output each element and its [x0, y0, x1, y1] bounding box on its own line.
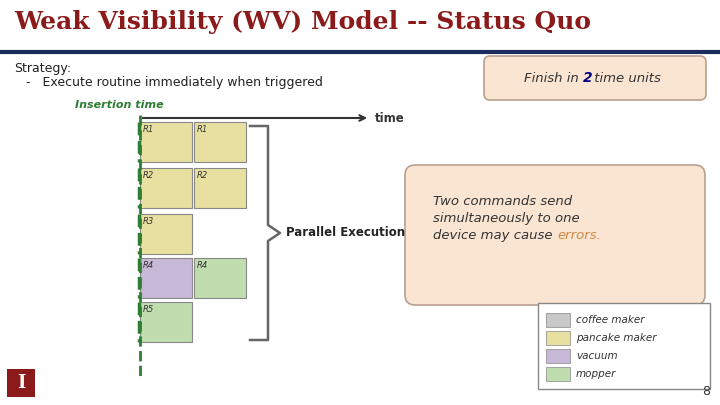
Text: -   Execute routine immediately when triggered: - Execute routine immediately when trigg…: [26, 76, 323, 89]
Text: R4: R4: [197, 261, 208, 270]
Text: R1: R1: [197, 125, 208, 134]
Text: pancake maker: pancake maker: [576, 333, 657, 343]
Text: Insertion time: Insertion time: [75, 100, 163, 110]
Text: time: time: [375, 111, 405, 124]
FancyBboxPatch shape: [140, 258, 192, 298]
FancyBboxPatch shape: [546, 331, 570, 345]
FancyBboxPatch shape: [484, 56, 706, 100]
FancyBboxPatch shape: [140, 168, 192, 208]
Text: 8: 8: [702, 385, 710, 398]
Text: R5: R5: [143, 305, 154, 314]
FancyBboxPatch shape: [546, 367, 570, 381]
Text: R1: R1: [143, 125, 154, 134]
FancyBboxPatch shape: [405, 165, 705, 305]
Text: errors.: errors.: [557, 229, 601, 242]
Text: Two commands send: Two commands send: [433, 195, 572, 208]
Text: Strategy:: Strategy:: [14, 62, 71, 75]
FancyBboxPatch shape: [546, 349, 570, 363]
FancyBboxPatch shape: [546, 313, 570, 327]
Text: mopper: mopper: [576, 369, 616, 379]
FancyBboxPatch shape: [140, 302, 192, 342]
Text: Parallel Execution: Parallel Execution: [286, 226, 405, 239]
Text: R2: R2: [197, 171, 208, 180]
Text: 2: 2: [583, 71, 593, 85]
Text: coffee maker: coffee maker: [576, 315, 644, 325]
Text: R3: R3: [143, 217, 154, 226]
FancyBboxPatch shape: [140, 122, 192, 162]
Text: Finish in: Finish in: [524, 72, 583, 85]
Text: simultaneously to one: simultaneously to one: [433, 212, 580, 225]
FancyBboxPatch shape: [194, 168, 246, 208]
Text: Weak Visibility (WV) Model -- Status Quo: Weak Visibility (WV) Model -- Status Quo: [14, 10, 591, 34]
Text: R4: R4: [143, 261, 154, 270]
Text: device may cause: device may cause: [433, 229, 557, 242]
Text: R2: R2: [143, 171, 154, 180]
Text: vacuum: vacuum: [576, 351, 618, 361]
FancyBboxPatch shape: [538, 303, 710, 389]
Text: I: I: [17, 374, 25, 392]
FancyBboxPatch shape: [194, 122, 246, 162]
Text: time units: time units: [590, 72, 661, 85]
FancyBboxPatch shape: [7, 369, 35, 397]
FancyBboxPatch shape: [140, 214, 192, 254]
FancyBboxPatch shape: [194, 258, 246, 298]
